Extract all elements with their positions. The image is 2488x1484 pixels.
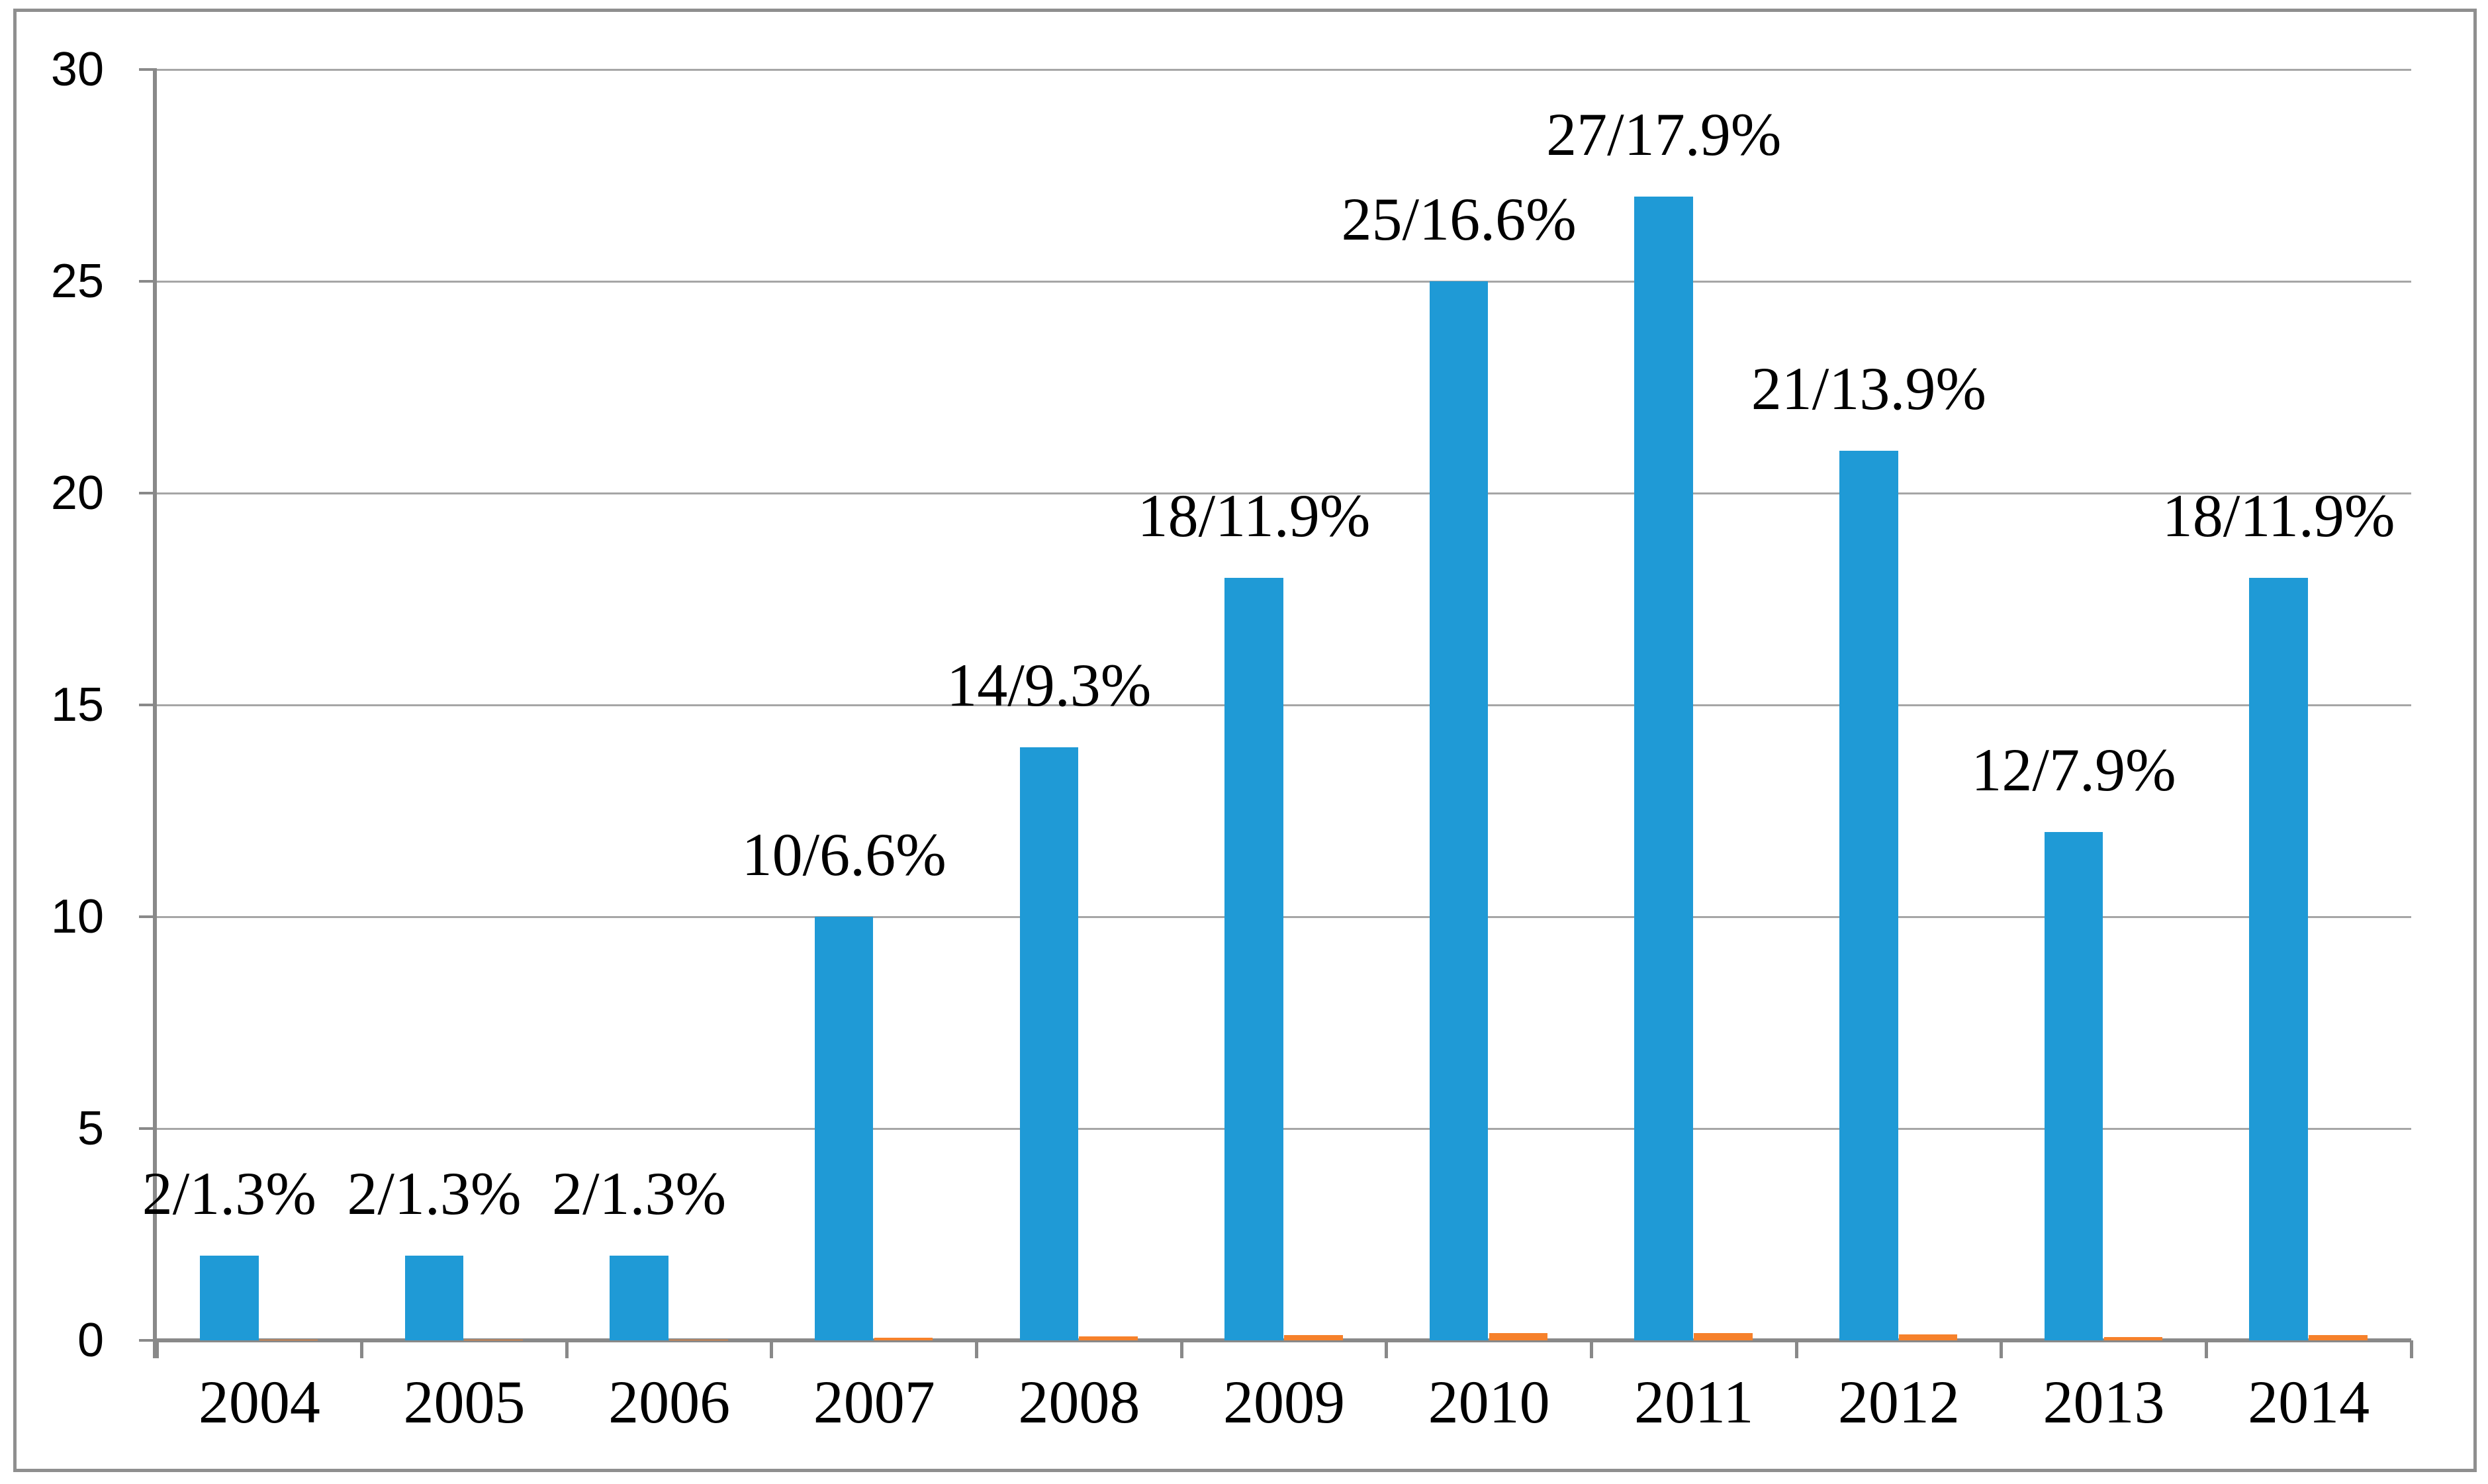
x-tick xyxy=(1385,1340,1389,1358)
y-tick-label: 20 xyxy=(50,467,104,520)
bar-count-2009 xyxy=(1224,578,1283,1340)
bar-count-2014 xyxy=(2249,578,2308,1340)
y-tick-25 xyxy=(139,280,157,283)
bar-count-2006 xyxy=(610,1256,668,1340)
data-label-2013: 12/7.9% xyxy=(1971,736,2176,804)
x-tick xyxy=(1794,1340,1798,1358)
y-tick-30 xyxy=(139,68,157,71)
data-label-2005: 2/1.3% xyxy=(347,1160,522,1227)
x-axis-label-2010: 2010 xyxy=(1428,1368,1550,1436)
x-axis-label-2012: 2012 xyxy=(1837,1368,1960,1436)
gridline-20 xyxy=(157,492,2411,494)
data-label-2010: 25/16.6% xyxy=(1341,185,1577,253)
gridline-30 xyxy=(157,68,2411,71)
bar-count-2013 xyxy=(2044,832,2103,1340)
x-tick xyxy=(770,1340,774,1358)
x-axis-label-2007: 2007 xyxy=(813,1368,935,1436)
gridline-5 xyxy=(157,1127,2411,1130)
x-axis-label-2006: 2006 xyxy=(608,1368,731,1436)
bar-proportion-2009 xyxy=(1284,1335,1343,1340)
bar-count-2004 xyxy=(200,1256,259,1340)
x-axis-label-2014: 2014 xyxy=(2248,1368,2370,1436)
y-tick-label: 0 xyxy=(77,1314,104,1367)
bar-count-2010 xyxy=(1429,281,1489,1340)
data-label-2006: 2/1.3% xyxy=(551,1160,727,1227)
y-tick-15 xyxy=(139,704,157,706)
y-tick-20 xyxy=(139,492,157,494)
y-tick-label: 30 xyxy=(50,43,104,96)
bar-proportion-2008 xyxy=(1079,1336,1138,1340)
data-label-2011: 27/17.9% xyxy=(1546,101,1782,168)
x-axis-label-2008: 2008 xyxy=(1018,1368,1140,1436)
y-axis-line xyxy=(153,70,157,1358)
bar-count-2008 xyxy=(1019,747,1079,1340)
bar-proportion-2010 xyxy=(1489,1333,1548,1340)
bar-proportion-2013 xyxy=(2103,1336,2163,1340)
x-axis-label-2013: 2013 xyxy=(2043,1368,2165,1436)
x-tick xyxy=(975,1340,979,1358)
data-label-2009: 18/11.9% xyxy=(1137,482,1371,549)
y-tick-5 xyxy=(139,1127,157,1130)
y-tick-label: 5 xyxy=(77,1102,104,1155)
gridline-10 xyxy=(157,915,2411,918)
bar-count-2012 xyxy=(1839,451,1898,1340)
bar-proportion-2007 xyxy=(874,1337,933,1340)
y-tick-10 xyxy=(139,915,157,918)
x-axis-line xyxy=(157,1338,2411,1342)
gridline-15 xyxy=(157,704,2411,706)
bar-count-2005 xyxy=(404,1256,464,1340)
bar-count-2007 xyxy=(814,917,874,1340)
y-tick-label: 25 xyxy=(50,255,104,308)
y-tick-label: 15 xyxy=(50,678,104,731)
x-axis-label-2004: 2004 xyxy=(198,1368,320,1436)
data-label-2014: 18/11.9% xyxy=(2162,482,2395,549)
x-axis-label-2011: 2011 xyxy=(1634,1368,1754,1436)
bar-proportion-2014 xyxy=(2309,1335,2368,1340)
x-tick xyxy=(565,1340,569,1358)
y-tick-label: 10 xyxy=(50,890,104,943)
bar-count-2011 xyxy=(1634,197,1694,1340)
bar-proportion-2012 xyxy=(1898,1334,1958,1340)
data-label-2004: 2/1.3% xyxy=(142,1160,316,1227)
x-tick xyxy=(2000,1340,2004,1358)
x-tick xyxy=(360,1340,364,1358)
bar-proportion-2011 xyxy=(1694,1332,1753,1340)
x-axis-label-2005: 2005 xyxy=(403,1368,526,1436)
x-tick xyxy=(1179,1340,1183,1358)
data-label-2012: 21/13.9% xyxy=(1751,355,1986,422)
data-label-2008: 14/9.3% xyxy=(946,651,1152,719)
x-tick xyxy=(2204,1340,2208,1358)
data-label-2007: 10/6.6% xyxy=(741,821,946,888)
x-tick xyxy=(2409,1340,2413,1358)
x-tick xyxy=(155,1340,159,1358)
x-tick xyxy=(1589,1340,1593,1358)
x-axis-label-2009: 2009 xyxy=(1223,1368,1345,1436)
gridline-25 xyxy=(157,280,2411,283)
y-tick-0 xyxy=(139,1339,157,1342)
